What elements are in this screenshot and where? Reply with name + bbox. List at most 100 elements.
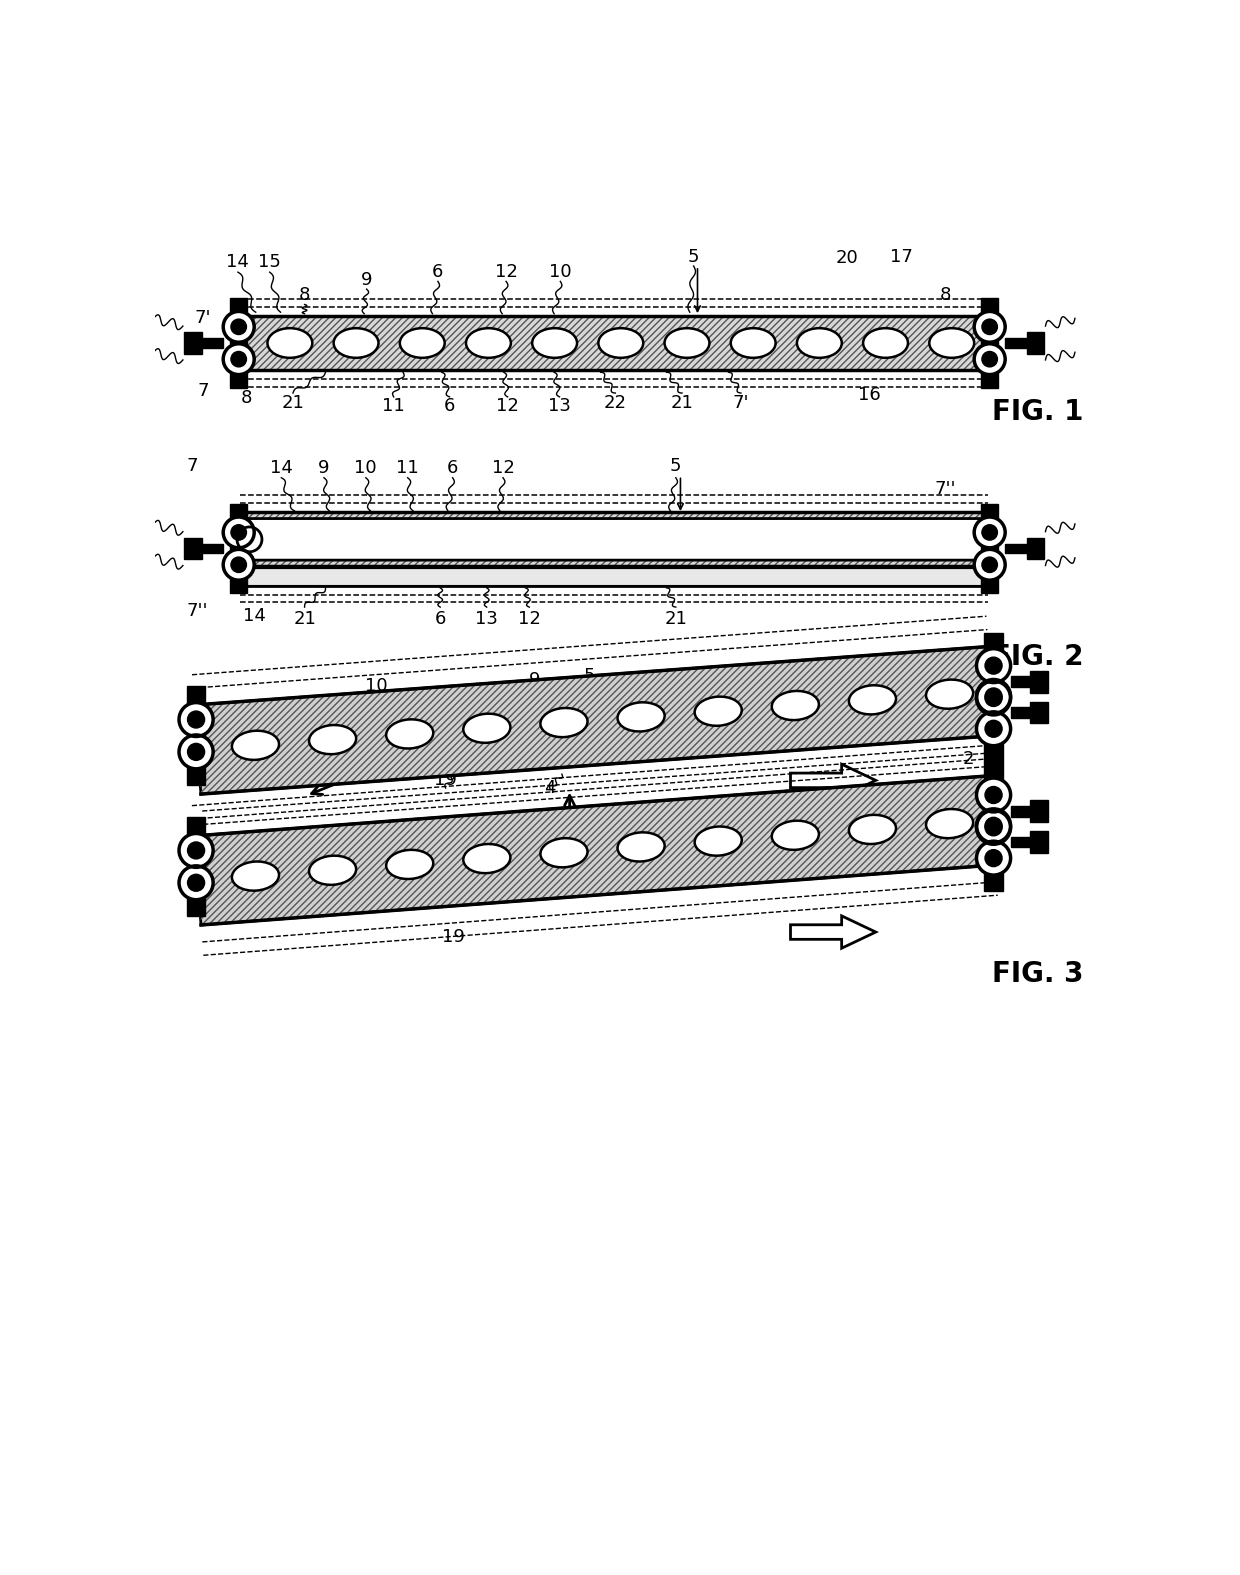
Bar [985, 792, 1003, 891]
Text: 7'': 7'' [935, 480, 956, 498]
Text: 10: 10 [355, 458, 377, 477]
Ellipse shape [618, 832, 665, 862]
Ellipse shape [386, 850, 433, 879]
Bar [1011, 836, 1030, 847]
Circle shape [982, 320, 997, 334]
Ellipse shape [849, 814, 897, 844]
Polygon shape [1030, 702, 1048, 723]
Text: 12: 12 [518, 610, 541, 628]
Circle shape [985, 720, 1002, 737]
Text: 11: 11 [397, 458, 419, 477]
Text: 19: 19 [434, 772, 458, 789]
Bar [1006, 339, 1027, 348]
Circle shape [985, 849, 1002, 866]
Text: 10: 10 [549, 263, 572, 282]
Circle shape [179, 866, 213, 899]
Text: 9: 9 [319, 458, 330, 477]
Bar [241, 569, 988, 586]
Text: 7: 7 [197, 381, 208, 400]
Ellipse shape [541, 838, 588, 868]
Text: 21: 21 [293, 610, 316, 628]
Text: 21: 21 [671, 394, 693, 413]
Text: 14: 14 [270, 458, 293, 477]
Bar [1011, 676, 1030, 687]
Bar [241, 512, 988, 567]
Text: 6: 6 [446, 458, 459, 477]
Polygon shape [195, 646, 996, 794]
Polygon shape [185, 537, 201, 559]
Text: 17: 17 [890, 247, 913, 266]
Circle shape [977, 811, 1011, 844]
Ellipse shape [232, 862, 279, 891]
Text: 12: 12 [495, 263, 517, 282]
Circle shape [223, 312, 254, 342]
Circle shape [985, 819, 1002, 836]
Text: FIG. 1: FIG. 1 [992, 398, 1084, 427]
Text: 20: 20 [816, 669, 839, 687]
Ellipse shape [532, 328, 577, 358]
Text: 21: 21 [665, 610, 687, 628]
Text: 1: 1 [192, 877, 203, 895]
Circle shape [982, 558, 997, 572]
Circle shape [982, 524, 997, 540]
Bar [981, 298, 998, 387]
Circle shape [179, 702, 213, 737]
Circle shape [223, 517, 254, 548]
Circle shape [179, 736, 213, 769]
Circle shape [985, 688, 1002, 706]
Text: 10: 10 [365, 677, 387, 695]
Circle shape [977, 778, 1011, 813]
Ellipse shape [771, 691, 818, 720]
Bar [985, 762, 1003, 860]
Text: 13: 13 [475, 610, 498, 628]
Text: 14: 14 [243, 608, 265, 625]
Bar [241, 317, 988, 370]
Ellipse shape [618, 702, 665, 731]
Text: 22: 22 [604, 394, 627, 413]
Polygon shape [185, 332, 201, 354]
Circle shape [231, 351, 247, 367]
Ellipse shape [730, 328, 775, 358]
Text: 7': 7' [195, 309, 211, 328]
Circle shape [982, 351, 997, 367]
Circle shape [985, 657, 1002, 674]
Text: 6: 6 [444, 397, 455, 416]
Text: 5: 5 [583, 666, 595, 685]
Bar [985, 663, 1003, 762]
Circle shape [977, 810, 1011, 843]
Ellipse shape [926, 679, 973, 709]
Ellipse shape [232, 731, 279, 759]
Text: 18: 18 [343, 841, 366, 858]
Text: 8: 8 [241, 389, 252, 408]
Bar [1011, 806, 1030, 816]
Ellipse shape [268, 328, 312, 358]
Polygon shape [1027, 537, 1044, 559]
Bar [241, 317, 988, 370]
Text: 7': 7' [733, 394, 749, 413]
Circle shape [187, 743, 205, 761]
Polygon shape [1027, 332, 1044, 354]
Text: 3: 3 [454, 833, 465, 851]
Circle shape [977, 841, 1011, 876]
Ellipse shape [929, 328, 975, 358]
Ellipse shape [797, 328, 842, 358]
Ellipse shape [464, 713, 511, 743]
Text: 19: 19 [441, 928, 465, 947]
Bar [981, 504, 998, 594]
Ellipse shape [849, 685, 897, 715]
Circle shape [975, 312, 1006, 342]
Ellipse shape [694, 827, 742, 855]
Circle shape [187, 710, 205, 728]
Circle shape [985, 817, 1002, 835]
Bar [241, 512, 988, 567]
Text: FIG. 2: FIG. 2 [992, 643, 1084, 671]
Circle shape [179, 833, 213, 868]
Circle shape [187, 874, 205, 891]
Ellipse shape [863, 328, 908, 358]
Ellipse shape [309, 855, 356, 885]
Text: FIG. 3: FIG. 3 [992, 961, 1084, 989]
Ellipse shape [309, 724, 356, 754]
Text: 21: 21 [281, 394, 304, 413]
Bar [231, 504, 247, 594]
Text: 12: 12 [496, 397, 520, 416]
